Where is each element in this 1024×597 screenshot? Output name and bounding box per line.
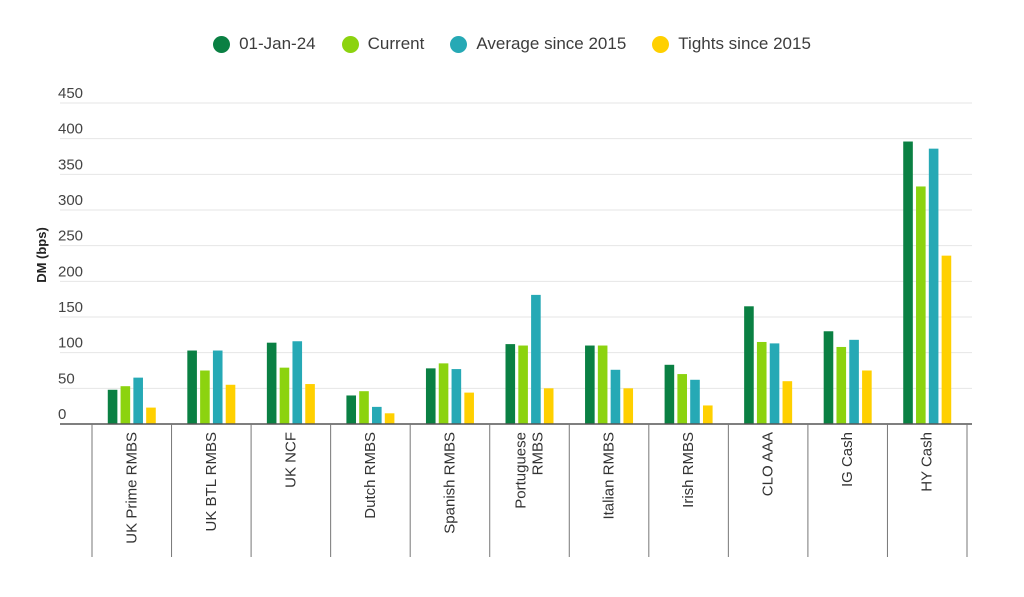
bar — [664, 364, 675, 424]
bar — [769, 343, 780, 424]
legend-swatch — [652, 35, 670, 53]
bar — [744, 306, 754, 424]
x-tick-label: HY Cash — [919, 432, 936, 492]
bar — [823, 331, 834, 424]
x-tick-label: UK NCF — [282, 432, 299, 488]
y-tick-label: 250 — [58, 228, 83, 245]
bar — [862, 370, 872, 424]
bar — [438, 363, 449, 424]
x-tick-label: Irish RMBS — [680, 432, 697, 508]
bar — [212, 350, 223, 424]
legend-item-1: Current — [341, 34, 425, 54]
y-tick-label: 0 — [58, 406, 66, 423]
bar — [941, 255, 952, 424]
bar — [623, 388, 634, 424]
y-tick-label: 150 — [58, 299, 83, 316]
bar — [107, 389, 118, 424]
y-tick-label: 350 — [58, 156, 83, 173]
y-tick-label: 100 — [58, 335, 83, 352]
bar — [451, 369, 462, 424]
x-tick-label: UK Prime RMBS — [123, 432, 140, 544]
bar — [425, 368, 436, 424]
legend-swatch — [341, 35, 359, 53]
bar — [120, 386, 131, 424]
bar — [225, 384, 236, 424]
bar — [292, 341, 303, 424]
bar — [585, 345, 595, 424]
y-tick-label: 200 — [58, 263, 83, 280]
bar — [266, 342, 277, 424]
bar — [518, 345, 528, 424]
bar — [133, 377, 143, 424]
legend-swatch — [450, 35, 468, 53]
bar — [187, 350, 197, 424]
bar — [200, 370, 210, 424]
legend-swatch — [213, 35, 231, 53]
y-axis-title: DM (bps) — [34, 227, 49, 283]
x-tick-label: Italian RMBS — [601, 432, 618, 520]
legend-label: Current — [367, 34, 425, 53]
bar — [610, 369, 621, 424]
bar — [505, 344, 516, 424]
x-tick-label: IG Cash — [839, 432, 856, 487]
bar — [702, 405, 713, 424]
bar — [903, 141, 913, 424]
bars — [107, 141, 952, 425]
bar — [543, 388, 554, 424]
legend-item-2: Average since 2015 — [450, 34, 626, 54]
y-tick-label: 450 — [58, 85, 83, 102]
bar — [836, 346, 847, 424]
bar — [782, 381, 793, 424]
x-tick-label: Portuguese — [513, 432, 530, 509]
bar — [305, 384, 315, 424]
bar — [384, 413, 395, 424]
bar — [597, 345, 608, 424]
axes: UK Prime RMBS UK BTL RMBS UK NCF Dutch RMBS… — [60, 423, 972, 557]
bar — [359, 391, 369, 424]
x-tick-label: RMBS — [530, 432, 547, 475]
bar — [849, 339, 859, 424]
bar — [146, 407, 156, 424]
bar — [756, 341, 767, 424]
bar — [690, 379, 700, 424]
bar — [928, 148, 939, 425]
legend-label: 01-Jan-24 — [239, 34, 316, 53]
x-tick-label: Spanish RMBS — [441, 432, 458, 534]
legend-item-0: 01-Jan-24 — [213, 34, 316, 54]
x-tick-label: CLO AAA — [760, 432, 777, 496]
bar — [464, 392, 474, 424]
bar — [279, 367, 290, 424]
y-tick-label: 300 — [58, 192, 83, 209]
x-tick-label: Dutch RMBS — [362, 432, 379, 519]
chart-legend: 01-Jan-24 Current Average since 2015 Tights… — [0, 34, 1024, 54]
gridlines: 0 50 100 150 200 250 300 350 400 450 — [58, 85, 972, 423]
bar — [916, 186, 926, 424]
x-tick-label: UK BTL RMBS — [203, 432, 220, 531]
legend-label: Tights since 2015 — [678, 34, 811, 53]
legend-item-3: Tights since 2015 — [652, 34, 811, 54]
bar — [346, 395, 357, 424]
bar — [372, 406, 382, 424]
y-tick-label: 400 — [58, 121, 83, 138]
y-tick-label: 50 — [58, 370, 75, 387]
legend-label: Average since 2015 — [476, 34, 627, 53]
bar — [677, 374, 687, 424]
bar — [531, 294, 541, 424]
